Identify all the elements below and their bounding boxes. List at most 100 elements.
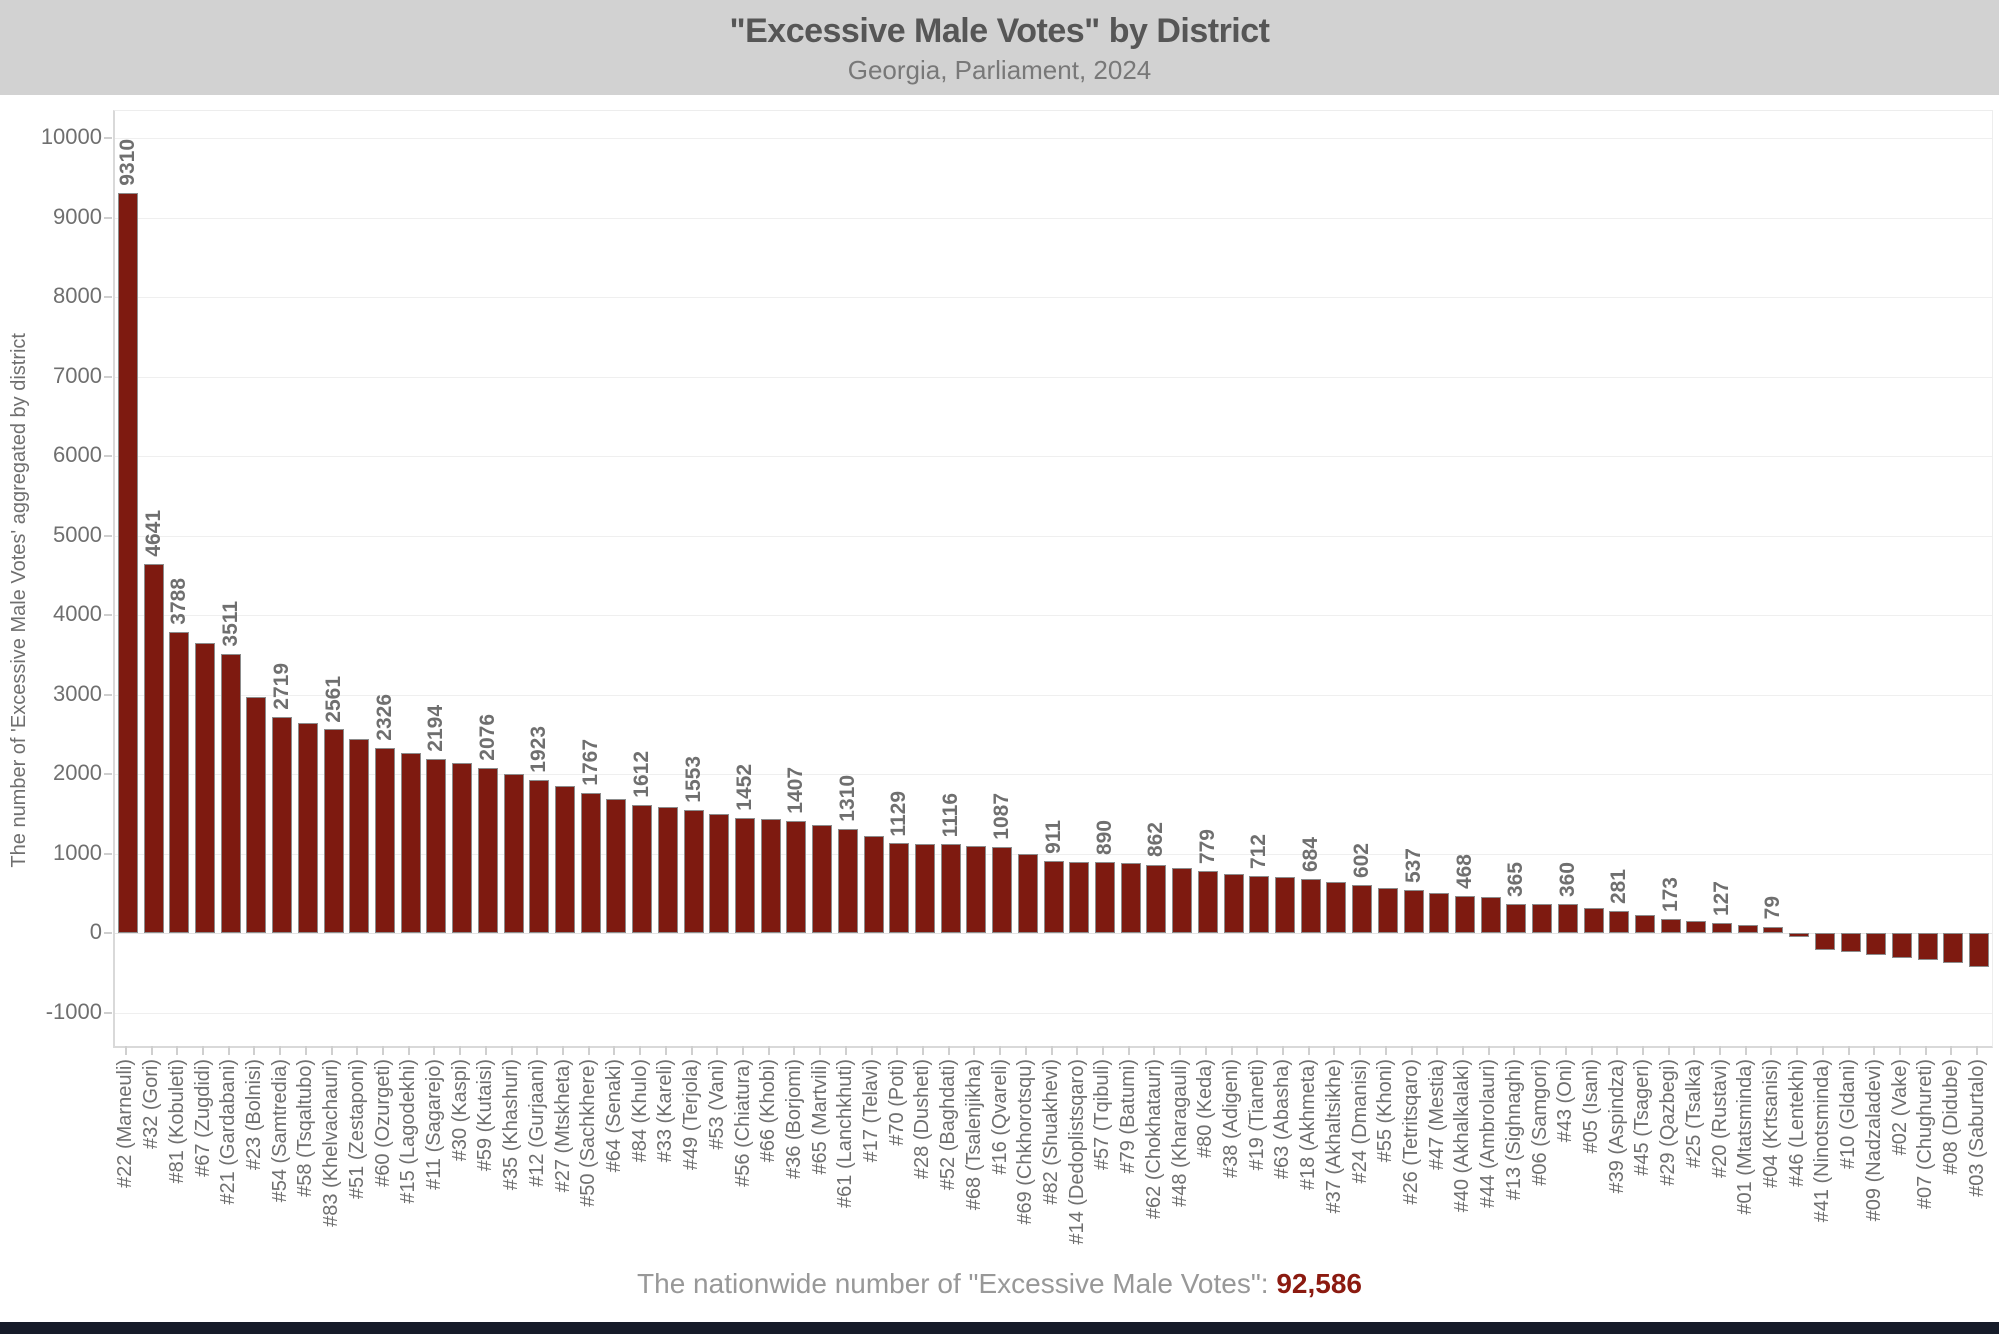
x-tick-mark (793, 1046, 796, 1055)
x-tick-label: #07 (Chughureti) (1914, 1059, 1937, 1210)
x-tick-label: #13 (Sighnaghi) (1502, 1059, 1525, 1201)
x-tick-label: #84 (Khulo) (628, 1059, 651, 1163)
x-tick-label: #03 (Saburtalo) (1965, 1059, 1988, 1197)
x-tick-label: #70 (Poti) (885, 1059, 908, 1146)
bar (555, 786, 575, 933)
bar (117, 192, 138, 933)
x-tick-label: #66 (Khobi) (757, 1059, 780, 1163)
gridline-3000 (115, 694, 1992, 696)
x-tick-mark (1204, 1046, 1207, 1055)
x-tick-mark (1256, 1046, 1259, 1055)
bar (1763, 926, 1784, 933)
x-tick-label: #45 (Tsageri) (1631, 1059, 1654, 1176)
x-tick-mark (1641, 1046, 1644, 1055)
y-tick-label: 1000 (53, 839, 102, 865)
x-tick-mark (1513, 1046, 1516, 1055)
bar (863, 836, 884, 933)
bar-value-label: 365 (1504, 861, 1528, 897)
x-tick-mark (1307, 1046, 1310, 1055)
x-tick-label: #40 (Akhalkalaki) (1451, 1059, 1474, 1213)
x-tick-label: #36 (Borjomi) (782, 1059, 805, 1180)
x-tick-label: #47 (Mestia) (1425, 1059, 1448, 1171)
x-tick-label: #23 (Bolnisi) (242, 1059, 265, 1171)
x-tick-label: #05 (Isani) (1580, 1059, 1602, 1154)
bar (1943, 933, 1964, 963)
x-tick-label: #62 (Chokhatauri) (1142, 1059, 1165, 1220)
x-tick-label: #68 (Tsalenjikha) (962, 1059, 985, 1211)
x-tick-mark (1230, 1046, 1233, 1055)
x-tick-label: #48 (Kharagauli) (1168, 1059, 1191, 1207)
x-tick-label: #51 (Zestaponi) (345, 1059, 368, 1200)
bar-value-label: 2719 (270, 663, 294, 710)
bar-value-label: 602 (1350, 843, 1373, 879)
bar-value-label: 4641 (141, 510, 165, 557)
x-tick-label: #80 (Keda) (1194, 1059, 1217, 1158)
y-tick-label: 4000 (53, 601, 102, 626)
bar (812, 824, 833, 933)
bar (1146, 864, 1167, 933)
x-tick-mark (1281, 1046, 1284, 1055)
x-tick-mark (1693, 1046, 1696, 1055)
gridline-2000 (115, 774, 1992, 775)
bar-value-label: 684 (1298, 836, 1322, 872)
bar-value-label: 1129 (887, 790, 911, 837)
x-tick-mark (1719, 1046, 1721, 1055)
y-tick-label: 10000 (40, 124, 102, 149)
x-tick-mark (176, 1046, 179, 1055)
bar-value-label: 712 (1247, 834, 1271, 870)
x-tick-label: #59 (Kutaisi) (474, 1059, 497, 1172)
y-tick-mark (104, 455, 112, 457)
x-tick-mark (484, 1046, 487, 1055)
bar (143, 564, 164, 933)
x-tick-label: #56 (Chiatura) (731, 1059, 754, 1187)
x-tick-label: #61 (Lanchkhuti) (834, 1059, 857, 1208)
bar (1506, 904, 1527, 933)
bar (1094, 862, 1115, 933)
bar (400, 753, 421, 933)
gridline-0 (115, 933, 1992, 934)
x-tick-mark (947, 1046, 950, 1055)
x-tick-mark (330, 1046, 333, 1055)
y-tick-mark (104, 534, 112, 537)
x-tick-label: #29 (Qazbegi) (1657, 1059, 1680, 1186)
x-tick-label: #01 (Mtatsminda) (1734, 1059, 1757, 1215)
x-tick-mark (1616, 1046, 1619, 1055)
x-tick-label: #32 (Gori) (140, 1059, 163, 1150)
gridline-7000 (115, 376, 1992, 378)
x-tick-mark (459, 1046, 462, 1055)
bar (760, 819, 781, 933)
gridline-8000 (115, 297, 1992, 298)
bar-value-label: 173 (1658, 877, 1682, 913)
bar (1377, 887, 1398, 933)
bar-value-label: 1087 (990, 792, 1014, 840)
x-tick-mark (1564, 1046, 1567, 1055)
x-tick-mark (1539, 1046, 1541, 1055)
x-tick-label: #55 (Khoni) (1374, 1059, 1397, 1163)
x-tick-label: #20 (Rustavi) (1708, 1059, 1731, 1178)
x-tick-mark (124, 1046, 127, 1055)
y-tick-mark (104, 614, 112, 616)
x-tick-label: #14 (Dedoplistsqaro) (1065, 1059, 1088, 1245)
bar (1403, 890, 1424, 933)
x-tick-label: #46 (Lentekhi) (1785, 1059, 1808, 1187)
x-tick-label: #11 (Sagarejo) (422, 1059, 445, 1190)
x-tick-mark (1590, 1046, 1593, 1055)
bar-value-label: 1612 (630, 751, 654, 798)
x-tick-label: #22 (Marneuli) (114, 1059, 137, 1188)
y-tick-label: 2000 (53, 760, 102, 785)
x-tick-mark (382, 1046, 384, 1055)
bar-value-label: 127 (1710, 880, 1733, 916)
bar-value-label: 3511 (218, 601, 242, 647)
bar (1840, 933, 1861, 953)
bar (1352, 885, 1372, 933)
bar (1120, 863, 1141, 933)
bar (1634, 915, 1655, 933)
x-tick-mark (1899, 1046, 1901, 1055)
x-tick-mark (1076, 1046, 1079, 1055)
bar (1892, 933, 1912, 959)
bar (1249, 876, 1270, 933)
bar (914, 844, 935, 933)
bar (1017, 853, 1038, 933)
bar (220, 653, 241, 933)
bar (966, 845, 987, 933)
